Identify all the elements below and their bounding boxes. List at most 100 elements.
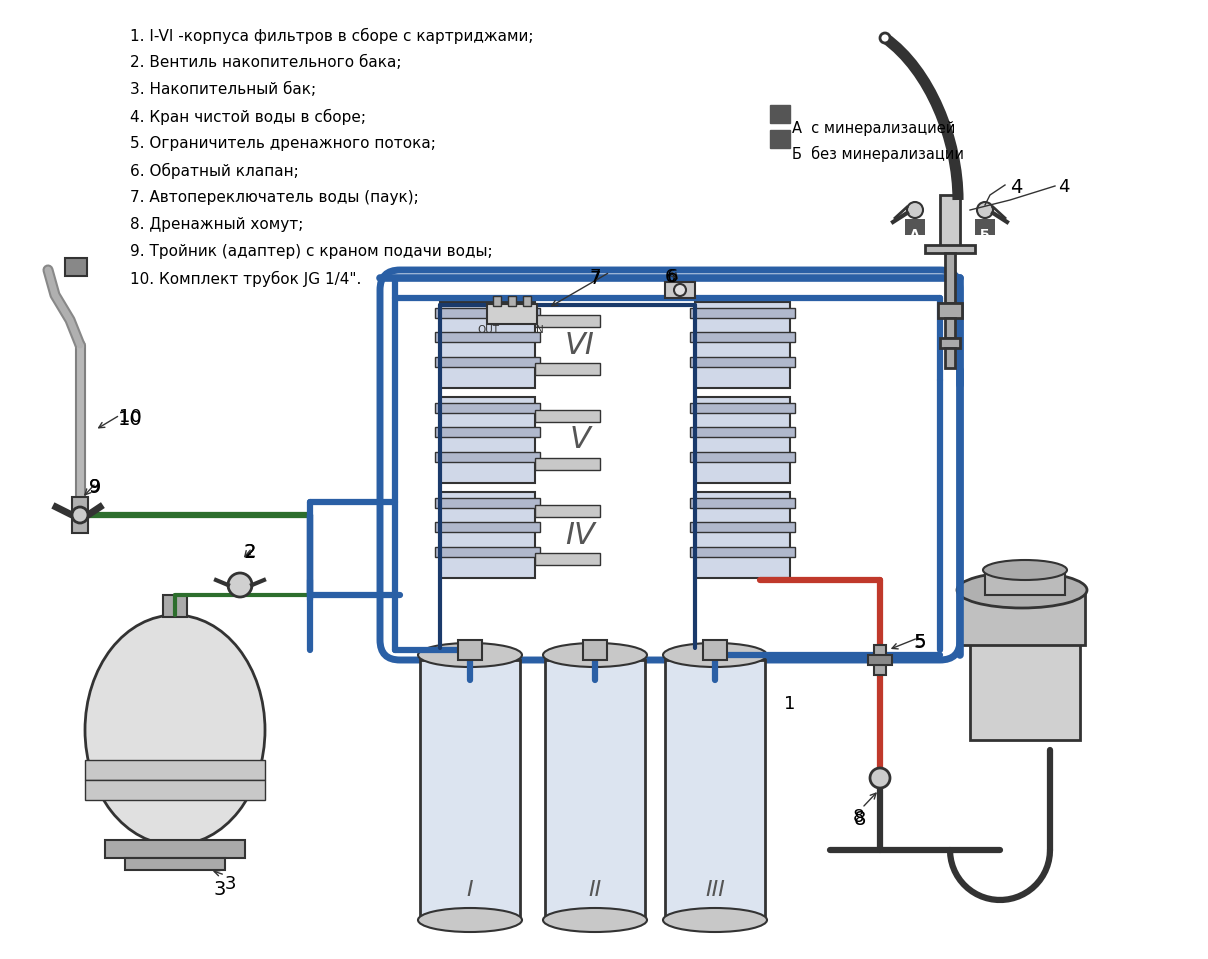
Bar xyxy=(440,492,535,578)
Bar xyxy=(945,253,956,303)
Bar xyxy=(523,296,532,306)
Text: 8: 8 xyxy=(853,808,864,826)
Text: 3. Накопительный бак;: 3. Накопительный бак; xyxy=(130,82,316,97)
Bar xyxy=(937,303,962,318)
Bar xyxy=(690,357,795,367)
Bar xyxy=(664,282,695,298)
Text: 4. Кран чистой воды в сборе;: 4. Кран чистой воды в сборе; xyxy=(130,109,366,126)
Circle shape xyxy=(907,202,923,218)
Text: 6: 6 xyxy=(664,268,675,286)
Bar xyxy=(85,760,265,780)
Bar xyxy=(869,655,892,665)
Bar xyxy=(535,458,600,470)
Bar xyxy=(940,195,960,250)
Text: 8: 8 xyxy=(854,810,866,829)
Ellipse shape xyxy=(544,643,647,667)
Ellipse shape xyxy=(663,643,767,667)
Ellipse shape xyxy=(663,908,767,932)
Bar xyxy=(664,660,765,920)
Text: V: V xyxy=(569,426,591,455)
Bar xyxy=(875,645,885,675)
Circle shape xyxy=(879,33,890,43)
Text: IN: IN xyxy=(533,325,544,335)
Text: 7. Автопереключатель воды (паук);: 7. Автопереключатель воды (паук); xyxy=(130,190,419,205)
Bar xyxy=(690,308,795,318)
Text: 8. Дренажный хомут;: 8. Дренажный хомут; xyxy=(130,217,303,232)
Bar xyxy=(960,590,1085,645)
Bar xyxy=(509,296,516,306)
Bar xyxy=(583,640,606,660)
Bar xyxy=(975,219,995,235)
Text: 2: 2 xyxy=(244,543,256,561)
Bar xyxy=(769,105,790,123)
Text: А: А xyxy=(910,228,919,241)
Ellipse shape xyxy=(544,908,647,932)
Bar xyxy=(690,452,795,462)
Text: 10: 10 xyxy=(118,408,141,426)
Bar xyxy=(435,427,540,437)
Ellipse shape xyxy=(983,560,1067,580)
Bar xyxy=(493,296,501,306)
Bar xyxy=(905,219,925,235)
Text: II: II xyxy=(588,880,602,900)
Bar xyxy=(420,660,519,920)
Text: 10: 10 xyxy=(117,410,143,429)
Bar xyxy=(435,547,540,557)
Text: Б  без минерализации: Б без минерализации xyxy=(792,146,964,162)
Text: 9: 9 xyxy=(89,478,100,496)
Text: 9. Тройник (адаптер) с краном подачи воды;: 9. Тройник (адаптер) с краном подачи вод… xyxy=(130,244,493,259)
Circle shape xyxy=(674,284,686,296)
Bar xyxy=(440,397,535,483)
Text: 6. Обратный клапан;: 6. Обратный клапан; xyxy=(130,163,298,179)
Ellipse shape xyxy=(957,572,1087,608)
FancyBboxPatch shape xyxy=(381,270,960,660)
Circle shape xyxy=(870,768,890,788)
Text: 5: 5 xyxy=(913,633,927,652)
Bar xyxy=(435,452,540,462)
Ellipse shape xyxy=(418,908,522,932)
Bar xyxy=(940,338,960,348)
Bar xyxy=(695,397,790,483)
Text: А  с минерализацией: А с минерализацией xyxy=(792,121,956,136)
Bar xyxy=(535,363,600,375)
Text: 3: 3 xyxy=(225,875,236,893)
Bar xyxy=(435,357,540,367)
Text: 10. Комплект трубок JG 1/4".: 10. Комплект трубок JG 1/4". xyxy=(130,271,361,287)
Text: 2. Вентиль накопительного бака;: 2. Вентиль накопительного бака; xyxy=(130,55,401,70)
Text: IV: IV xyxy=(565,521,594,550)
Bar xyxy=(435,403,540,413)
Text: 1: 1 xyxy=(784,695,796,713)
Bar xyxy=(105,840,245,858)
Text: 6: 6 xyxy=(667,268,678,286)
Circle shape xyxy=(977,202,993,218)
Bar xyxy=(435,522,540,532)
Bar xyxy=(124,858,225,870)
Bar xyxy=(695,492,790,578)
Bar xyxy=(985,570,1065,595)
Text: 7: 7 xyxy=(590,270,600,288)
Text: 2: 2 xyxy=(244,543,256,562)
Text: 5. Ограничитель дренажного потока;: 5. Ограничитель дренажного потока; xyxy=(130,136,436,151)
Text: VI: VI xyxy=(565,331,594,360)
Text: I: I xyxy=(466,880,474,900)
Bar xyxy=(690,332,795,342)
Text: 3: 3 xyxy=(214,880,226,899)
Bar xyxy=(690,498,795,508)
Bar xyxy=(690,522,795,532)
Bar xyxy=(970,640,1080,740)
Bar xyxy=(435,332,540,342)
Bar xyxy=(545,660,645,920)
Bar xyxy=(703,640,727,660)
Bar xyxy=(65,258,87,276)
Bar xyxy=(435,498,540,508)
Bar xyxy=(690,403,795,413)
Circle shape xyxy=(228,573,252,597)
Text: III: III xyxy=(705,880,725,900)
Ellipse shape xyxy=(418,643,522,667)
Bar xyxy=(945,318,956,338)
Bar xyxy=(535,410,600,422)
Bar xyxy=(535,505,600,517)
Bar xyxy=(945,348,956,368)
Bar xyxy=(435,308,540,318)
Bar xyxy=(695,302,790,388)
